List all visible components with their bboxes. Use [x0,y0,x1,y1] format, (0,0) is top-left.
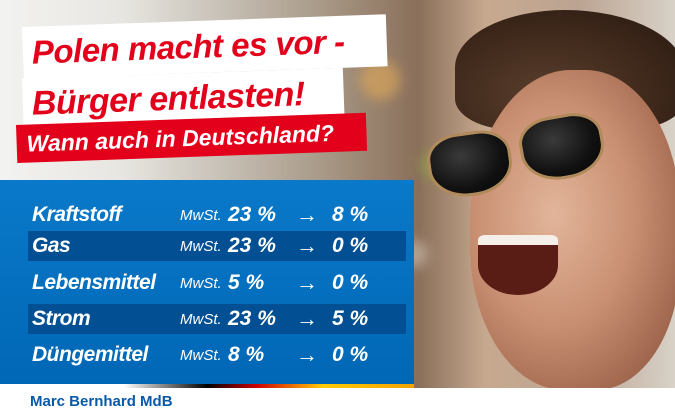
person-smile [478,235,558,295]
row-tax-label: MwSt. [180,238,222,255]
tax-row-lebensmittel: Lebensmittel MwSt. 5 % → 0 % [28,268,406,298]
german-flag-stripe [0,384,414,388]
footer-bar [0,388,675,417]
arrow-right-icon: → [296,233,318,258]
tax-row-strom: Strom MwSt. 23 % → 5 % [28,304,406,334]
row-old-rate: 23 % [228,203,276,226]
row-new-rate: 5 % [332,307,369,330]
row-new-rate: 0 % [332,271,369,294]
row-new-rate: 0 % [332,234,369,257]
row-category: Gas [32,234,71,257]
row-tax-label: MwSt. [180,275,222,292]
arrow-right-icon: → [296,202,318,227]
row-category: Lebensmittel [32,271,156,294]
tax-comparison-panel: Kraftstoff MwSt. 23 % → 8 % Gas MwSt. 23… [0,180,414,384]
row-old-rate: 5 % [228,271,265,294]
row-tax-label: MwSt. [180,207,222,224]
arrow-right-icon: → [296,306,318,331]
row-category: Kraftstoff [32,203,122,226]
row-new-rate: 0 % [332,343,369,366]
row-tax-label: MwSt. [180,311,222,328]
row-old-rate: 23 % [228,307,276,330]
row-tax-label: MwSt. [180,347,222,364]
row-old-rate: 8 % [228,343,265,366]
tax-row-kraftstoff: Kraftstoff MwSt. 23 % → 8 % [28,200,406,230]
arrow-right-icon: → [296,270,318,295]
row-category: Strom [32,307,91,330]
author-name: Marc Bernhard MdB [30,393,173,410]
tax-row-gas: Gas MwSt. 23 % → 0 % [28,231,406,261]
tax-row-duengemittel: Düngemittel MwSt. 8 % → 0 % [28,340,406,370]
row-new-rate: 8 % [332,203,369,226]
arrow-right-icon: → [296,342,318,367]
row-old-rate: 23 % [228,234,276,257]
row-category: Düngemittel [32,343,148,366]
